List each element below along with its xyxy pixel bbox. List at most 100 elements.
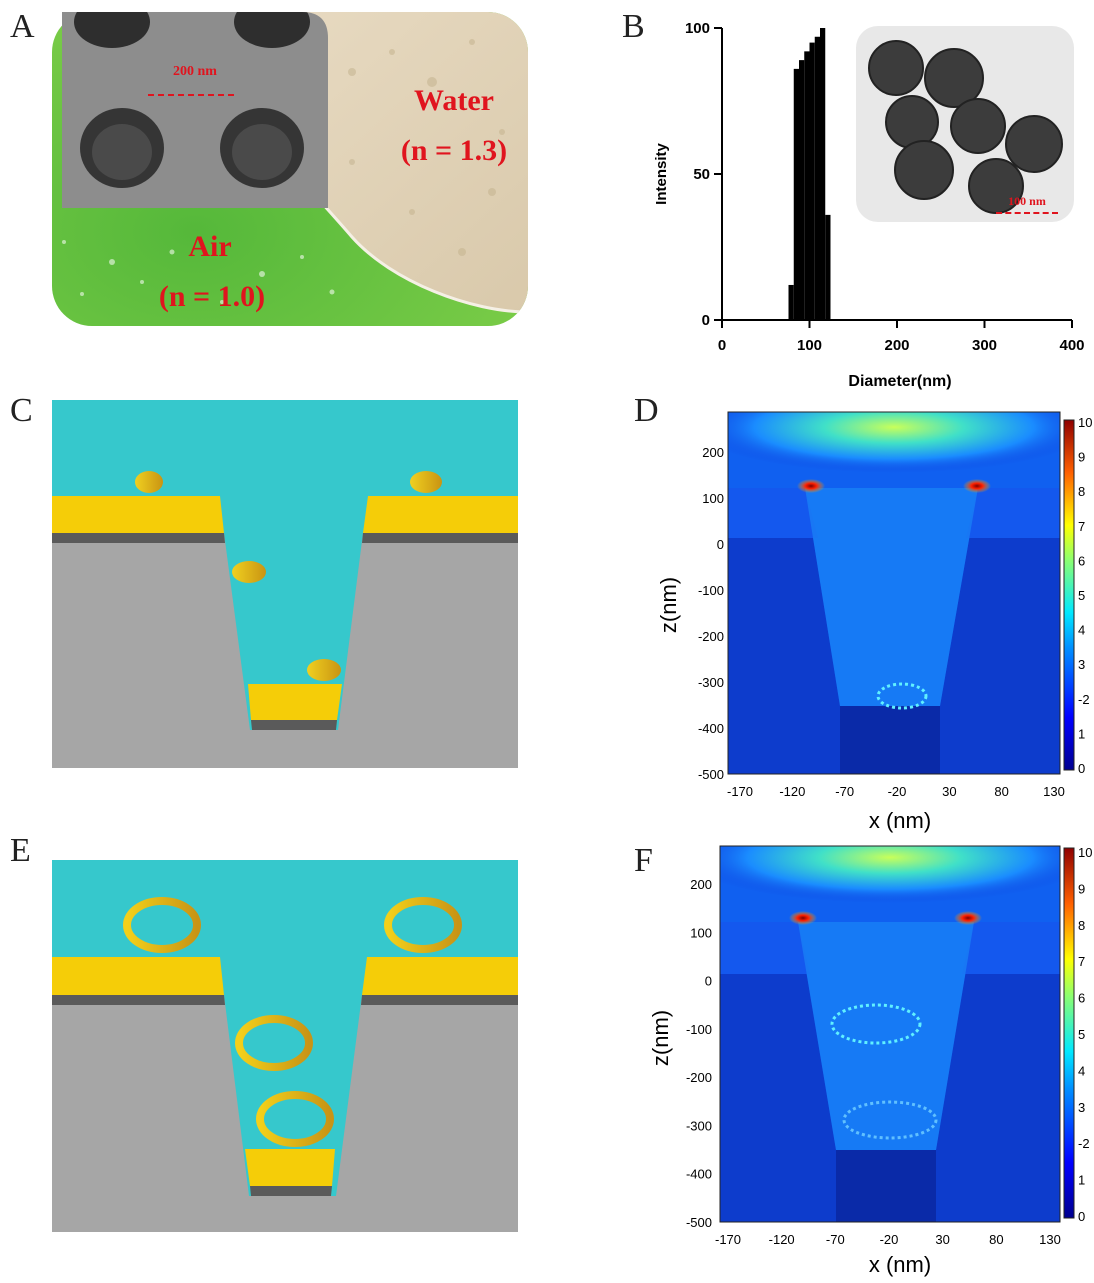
panel-label-c: C bbox=[10, 392, 33, 429]
x-tick-label: 30 bbox=[935, 1232, 949, 1247]
colorbar-tick-label: 3 bbox=[1078, 1100, 1085, 1115]
x-tick-label: 30 bbox=[942, 784, 956, 799]
colorbar-tick-label: 3 bbox=[1078, 657, 1085, 672]
histogram-bar-5 bbox=[814, 36, 820, 320]
field-map-nanorings: -170 -120 -70 -20 30 80 1302001000-100-200-300… bbox=[648, 845, 1092, 1277]
colorbar-tick-label: -2 bbox=[1078, 1136, 1090, 1151]
colorbar-tick-label: 6 bbox=[1078, 553, 1085, 568]
nanoparticle bbox=[307, 659, 341, 681]
x-tick-label: 80 bbox=[989, 1232, 1003, 1247]
x-tick-label: -120 bbox=[779, 784, 805, 799]
y-tick-label: 100 bbox=[690, 925, 712, 940]
nanoparticle bbox=[232, 561, 266, 583]
colorbar-tick-label: 10 bbox=[1078, 845, 1092, 860]
tem-inset bbox=[856, 26, 1074, 222]
x-axis-label: Diameter(nm) bbox=[848, 373, 951, 390]
y-tick-label: -200 bbox=[698, 629, 724, 644]
x-tick-label: 200 bbox=[884, 337, 909, 354]
x-tick-label: -70 bbox=[826, 1232, 845, 1247]
x-tick-label: -20 bbox=[880, 1232, 899, 1247]
colorbar-tick-label: 5 bbox=[1078, 1027, 1085, 1042]
y-tick-label: 200 bbox=[690, 877, 712, 892]
y-tick-label: -200 bbox=[686, 1070, 712, 1085]
x-tick-label: 400 bbox=[1059, 337, 1084, 354]
panel-label-a: A bbox=[10, 8, 35, 45]
x-tick-label: 0 bbox=[718, 337, 726, 354]
colorbar-tick-label: 4 bbox=[1078, 1063, 1085, 1078]
histogram-bar-0 bbox=[788, 284, 794, 320]
colorbar-tick-label: 8 bbox=[1078, 918, 1085, 933]
histogram-bar-1 bbox=[793, 68, 799, 320]
x-tick-label: 300 bbox=[972, 337, 997, 354]
sem-scale-bar-label: 200 nm bbox=[173, 64, 217, 79]
colorbar-tick-label: 9 bbox=[1078, 450, 1085, 465]
x-tick-label: 130 bbox=[1039, 1232, 1061, 1247]
schematic-nanoparticles bbox=[52, 400, 518, 768]
y-tick-label: 0 bbox=[702, 312, 710, 329]
colorbar-tick-label: -2 bbox=[1078, 692, 1090, 707]
x-tick-label: -120 bbox=[769, 1232, 795, 1247]
nanoparticle bbox=[135, 471, 163, 493]
x-axis-label: x (nm) bbox=[869, 808, 931, 833]
panel-label-b: B bbox=[622, 8, 645, 45]
histogram-bar-6 bbox=[820, 28, 826, 320]
nanoring bbox=[123, 897, 201, 953]
colorbar-tick-label: 9 bbox=[1078, 881, 1085, 896]
y-tick-label: -400 bbox=[686, 1167, 712, 1182]
histogram-bar-4 bbox=[809, 42, 815, 320]
nanoparticle bbox=[410, 471, 442, 493]
y-tick-label: 0 bbox=[705, 974, 712, 989]
histogram-bar-2 bbox=[799, 60, 805, 321]
y-axis-label: Intensity bbox=[653, 143, 670, 205]
x-tick-label: -170 bbox=[727, 784, 753, 799]
y-tick-label: 100 bbox=[685, 20, 710, 37]
panel-label-e: E bbox=[10, 832, 31, 869]
colorbar-tick-label: 5 bbox=[1078, 588, 1085, 603]
sem-scale-bar bbox=[148, 94, 234, 96]
size-distribution-chart: 0 100 200 300 400 0 50 100 Intensity Diameter(n… bbox=[653, 20, 1085, 390]
panel-label-f: F bbox=[634, 842, 653, 879]
colorbar-tick-label: 1 bbox=[1078, 1173, 1085, 1188]
colorbar-tick-label: 0 bbox=[1078, 1209, 1085, 1224]
y-tick-label: 0 bbox=[717, 537, 724, 552]
y-tick-label: 50 bbox=[693, 166, 710, 183]
y-tick-label: -300 bbox=[686, 1118, 712, 1133]
x-tick-label: 80 bbox=[994, 784, 1008, 799]
tem-scale-bar-label: 100 nm bbox=[1008, 194, 1046, 208]
nanoring bbox=[235, 1015, 313, 1071]
x-tick-label: -20 bbox=[888, 784, 907, 799]
y-tick-label: -100 bbox=[698, 583, 724, 598]
panel-a-photo bbox=[52, 12, 528, 326]
x-axis-label: x (nm) bbox=[869, 1252, 931, 1277]
y-axis-label: z(nm) bbox=[648, 1010, 673, 1066]
tem-scale-bar bbox=[996, 212, 1058, 214]
nanoring bbox=[384, 897, 462, 953]
histogram-bar-3 bbox=[804, 51, 810, 321]
y-tick-label: 200 bbox=[702, 445, 724, 460]
colorbar-tick-label: 10 bbox=[1078, 415, 1092, 430]
colorbar-tick-label: 1 bbox=[1078, 726, 1085, 741]
colorbar-tick-label: 4 bbox=[1078, 623, 1085, 638]
water-label: Water bbox=[414, 84, 494, 117]
y-tick-label: 100 bbox=[702, 491, 724, 506]
water-index-label: (n = 1.3) bbox=[400, 134, 508, 167]
y-tick-label: -500 bbox=[698, 767, 724, 782]
colorbar-tick-label: 7 bbox=[1078, 519, 1085, 534]
field-map-nanoparticles: -170 -120 -70 -20 30 80 1302001000-100-200-300… bbox=[656, 411, 1092, 833]
panel-label-d: D bbox=[634, 392, 659, 429]
nanoring bbox=[256, 1091, 334, 1147]
x-tick-label: -70 bbox=[835, 784, 854, 799]
air-label: Air bbox=[188, 230, 232, 263]
y-tick-label: -100 bbox=[686, 1022, 712, 1037]
histogram-bar-7 bbox=[825, 214, 831, 320]
colorbar-tick-label: 7 bbox=[1078, 954, 1085, 969]
air-index-label: (n = 1.0) bbox=[158, 280, 266, 313]
schematic-nanorings bbox=[52, 860, 518, 1232]
y-tick-label: -400 bbox=[698, 721, 724, 736]
x-tick-label: 130 bbox=[1043, 784, 1065, 799]
x-tick-label: -170 bbox=[715, 1232, 741, 1247]
x-tick-label: 100 bbox=[797, 337, 822, 354]
y-tick-label: -300 bbox=[698, 675, 724, 690]
colorbar-tick-label: 6 bbox=[1078, 991, 1085, 1006]
colorbar-tick-label: 0 bbox=[1078, 761, 1085, 776]
